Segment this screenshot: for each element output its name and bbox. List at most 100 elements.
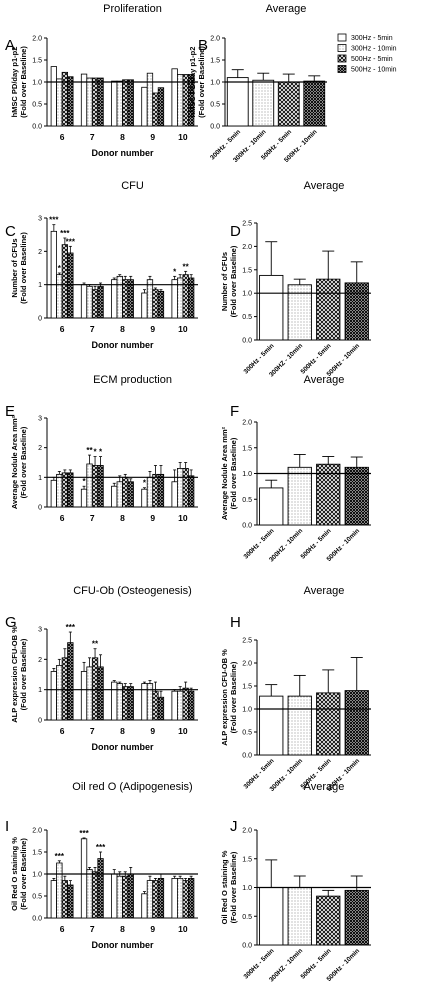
panel-title: Average — [304, 180, 345, 192]
bar — [127, 873, 134, 919]
y-tick-label: 0.5 — [210, 102, 220, 109]
panel-letter: E — [5, 403, 15, 420]
bar — [111, 279, 118, 319]
x-tick-label: 10 — [178, 726, 188, 736]
y-tick-label: 2.5 — [242, 638, 252, 645]
bar — [86, 463, 93, 508]
y-tick-label: 1.5 — [242, 684, 252, 691]
bar — [91, 289, 99, 319]
bar — [316, 692, 341, 756]
y-axis-label-line: Average Nodule Area mm² — [10, 415, 19, 509]
x-tick-label: 6 — [60, 324, 65, 334]
bar — [67, 642, 74, 721]
bar — [287, 887, 312, 946]
y-tick-label: 1.5 — [210, 58, 220, 65]
y-tick-label: 0.0 — [242, 338, 252, 345]
y-axis-label-line: (Fold over Baseline) — [19, 232, 28, 304]
bar — [287, 695, 312, 756]
bar — [171, 68, 178, 127]
y-axis-label-line: Oil Red O staining % — [10, 837, 19, 911]
y-axis-label-line: (Fold over Baseline) — [19, 46, 28, 118]
y-tick-label: 0.5 — [242, 914, 252, 921]
bar — [146, 72, 154, 127]
legend-label: 500Hz - 5min — [351, 56, 393, 63]
bar — [67, 472, 74, 508]
x-tick-label: 6 — [60, 924, 65, 934]
bar — [141, 292, 148, 319]
bar — [91, 465, 99, 508]
bar — [56, 473, 63, 508]
bar — [146, 279, 154, 319]
y-axis-label-line: (Fold over Baseline) — [229, 245, 238, 317]
y-axis-label: Number of CFUs(Fold over Baseline) — [220, 245, 238, 317]
bar — [80, 838, 88, 919]
bar — [80, 671, 88, 721]
panel-letter: F — [230, 403, 239, 420]
bar — [61, 880, 68, 919]
bar — [152, 473, 159, 508]
significance-label: *** — [55, 852, 65, 861]
x-axis-label: Donor number — [92, 940, 154, 950]
x-tick-label: 7 — [90, 513, 95, 523]
bar — [141, 683, 148, 721]
bar — [252, 79, 275, 127]
panel-letter: G — [5, 614, 17, 631]
bar — [50, 479, 57, 508]
y-tick-label: 1.0 — [242, 707, 252, 714]
bar — [171, 690, 178, 721]
y-axis-label-line: (Fold over Baseline) — [197, 46, 206, 118]
bar — [67, 76, 74, 127]
bar — [97, 465, 104, 508]
bar — [182, 687, 189, 721]
x-tick-label: 9 — [150, 324, 155, 334]
bar — [61, 244, 68, 319]
panel-e: E ECM production 0 1 2 3 Average Nodule Area m… — [5, 374, 198, 523]
x-axis-label: Donor number — [92, 742, 154, 752]
y-axis-label-line: Average Nodule Area mm² — [220, 426, 229, 520]
bar — [152, 690, 159, 721]
panel-letter: A — [5, 37, 15, 54]
y-tick-label: 0.0 — [210, 124, 220, 131]
y-tick-label: 3 — [38, 216, 42, 223]
bar — [187, 277, 195, 319]
bar — [91, 657, 99, 721]
y-tick-label: 0 — [38, 718, 42, 725]
bar — [187, 878, 195, 919]
bar — [316, 895, 341, 946]
bar — [67, 252, 74, 319]
bar — [56, 862, 63, 919]
bar — [146, 880, 154, 919]
y-tick-label: 1.5 — [32, 850, 42, 857]
bar — [122, 875, 129, 919]
y-tick-label: 0.5 — [32, 102, 42, 109]
bar — [303, 80, 326, 127]
bar — [152, 92, 159, 127]
bar — [171, 878, 178, 919]
panel-letter: I — [5, 818, 9, 835]
bar — [91, 871, 99, 919]
x-tick-label: 9 — [150, 924, 155, 934]
y-tick-label: 0.0 — [242, 943, 252, 950]
significance-label: *** — [60, 229, 70, 238]
y-axis-label-line: ALP expression CFU-OB % — [10, 626, 19, 723]
y-axis-label-line: Number of CFUs — [10, 238, 19, 297]
significance-label: * — [143, 479, 147, 488]
x-tick-label: 10 — [178, 924, 188, 934]
bar — [152, 880, 159, 919]
bar — [182, 468, 189, 508]
bar — [67, 884, 74, 919]
y-tick-label: 0.0 — [242, 523, 252, 530]
significance-label: * — [93, 448, 97, 457]
y-tick-label: 0 — [38, 316, 42, 323]
y-axis-label-line: (Fold over Baseline) — [19, 426, 28, 498]
bar — [141, 488, 148, 508]
bar — [116, 80, 123, 127]
y-axis-label: Number of CFUs(Fold over Baseline) — [10, 232, 28, 304]
bar — [97, 666, 104, 721]
bar — [171, 481, 178, 508]
panel-a: A Proliferation 0.0 0.5 1.0 1.5 2.0 hMSC PD/day… — [5, 3, 198, 158]
bar — [277, 81, 300, 127]
panel-title: Average — [304, 585, 345, 597]
bar — [157, 696, 165, 721]
